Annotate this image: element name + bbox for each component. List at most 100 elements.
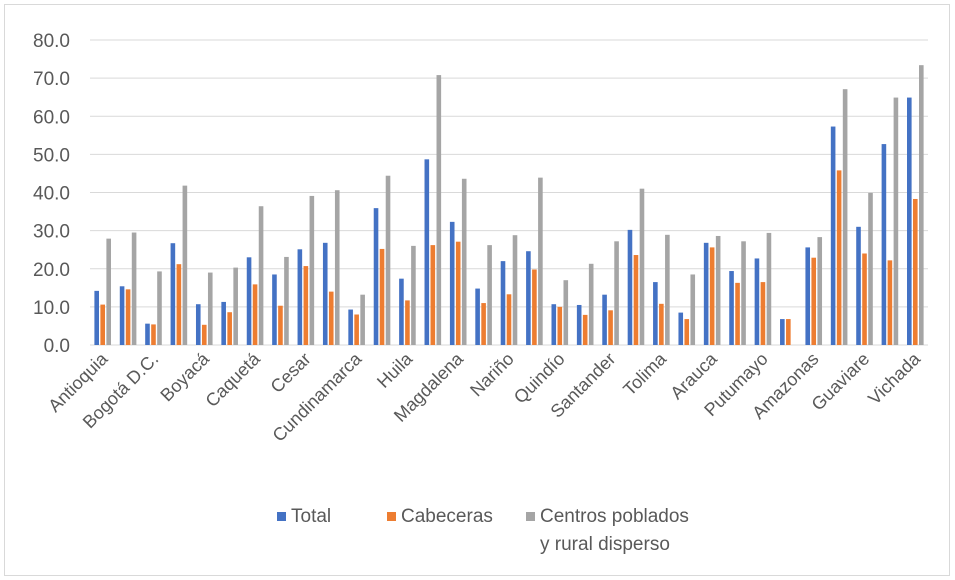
legend-swatch	[387, 512, 396, 521]
bar-total	[754, 258, 760, 345]
legend-label: Cabeceras	[401, 506, 493, 527]
bar-centros	[512, 235, 518, 345]
legend-swatch	[277, 512, 286, 521]
bar-cabeceras	[633, 255, 639, 345]
bar-centros	[411, 245, 416, 345]
bar-total	[246, 257, 252, 345]
bar-centros	[919, 65, 924, 345]
y-tick-label: 10.0	[33, 298, 70, 319]
y-tick-label: 60.0	[33, 107, 70, 128]
bar-centros	[741, 241, 746, 345]
bar-centros	[309, 195, 315, 345]
bar-centros	[817, 237, 823, 345]
y-tick-label: 20.0	[33, 260, 70, 281]
bar-total	[500, 261, 506, 345]
bar-total	[805, 247, 811, 345]
bar-cabeceras	[532, 269, 537, 345]
bar-cabeceras	[278, 305, 283, 345]
bar-cabeceras	[582, 314, 588, 345]
bar-centros	[715, 235, 721, 345]
bar-centros	[157, 271, 162, 345]
bar-total	[94, 290, 99, 345]
bar-total	[373, 208, 379, 345]
bar-cabeceras	[709, 247, 715, 345]
bar-centros	[106, 238, 111, 345]
bar-cabeceras	[887, 260, 893, 345]
bar-cabeceras	[735, 282, 740, 345]
bar-cabeceras	[811, 257, 817, 345]
bar-cabeceras	[379, 248, 385, 345]
bar-centros	[436, 75, 442, 345]
bar-cabeceras	[862, 253, 867, 345]
bar-total	[322, 242, 328, 345]
bar-cabeceras	[786, 319, 791, 345]
y-tick-label: 0.0	[44, 336, 70, 357]
bar-centros	[487, 245, 492, 345]
bar-total	[576, 304, 582, 345]
y-tick-label: 80.0	[33, 31, 70, 52]
bar-total	[526, 251, 531, 345]
bar-cabeceras	[201, 324, 207, 345]
bar-cabeceras	[760, 282, 766, 345]
bar-centros	[284, 256, 289, 345]
bar-total	[703, 242, 709, 345]
bar-total	[272, 274, 277, 345]
bar-total	[297, 249, 303, 345]
bar-cabeceras	[481, 303, 486, 345]
bar-cabeceras	[557, 306, 563, 345]
bar-cabeceras	[125, 289, 131, 345]
bar-centros	[842, 89, 848, 346]
bar-cabeceras	[328, 291, 334, 345]
legend-label: y rural disperso	[540, 534, 670, 555]
bar-cabeceras	[430, 245, 436, 345]
x-tick-label: Huila	[373, 348, 417, 392]
bar-centros	[182, 185, 188, 345]
bar-cabeceras	[659, 303, 664, 345]
legend-label: Total	[291, 506, 331, 527]
bar-total	[653, 282, 658, 345]
bar-centros	[233, 267, 238, 345]
bar-centros	[588, 263, 594, 345]
bar-cabeceras	[303, 266, 309, 345]
bar-total	[780, 319, 785, 345]
bar-total	[170, 243, 176, 345]
bar-total	[678, 312, 684, 345]
bar-cabeceras	[506, 294, 512, 345]
bar-total	[602, 294, 607, 345]
bar-total	[119, 286, 125, 345]
bar-total	[627, 229, 633, 345]
bar-total	[145, 323, 150, 345]
bar-centros	[385, 175, 391, 345]
bar-total	[881, 144, 887, 345]
bar-total	[907, 97, 912, 345]
bar-centros	[766, 232, 772, 345]
bar-centros	[258, 206, 264, 345]
bar-cabeceras	[100, 304, 105, 345]
bar-centros	[334, 190, 340, 345]
x-tick-label: Cesar	[267, 349, 315, 397]
bar-cabeceras	[836, 170, 842, 345]
bar-cabeceras	[684, 319, 690, 345]
x-tick-label: Tolima	[619, 348, 671, 400]
x-tick-label: Cundinamarca	[269, 348, 367, 446]
bar-cabeceras	[151, 324, 156, 345]
bar-centros	[207, 272, 213, 345]
bar-total	[221, 301, 226, 345]
bar-centros	[360, 294, 365, 345]
bar-total	[449, 221, 455, 345]
bar-centros	[893, 97, 899, 345]
legend-swatch	[526, 512, 535, 521]
bar-total	[424, 159, 430, 345]
bar-total	[856, 226, 861, 345]
x-tick-label: Caquetá	[202, 348, 265, 411]
bar-cabeceras	[455, 241, 461, 345]
y-tick-label: 30.0	[33, 222, 70, 243]
bar-centros	[131, 232, 137, 345]
bar-centros	[868, 192, 873, 345]
y-tick-label: 50.0	[33, 145, 70, 166]
bar-cabeceras	[405, 300, 410, 345]
bar-centros	[614, 241, 619, 345]
bar-total	[348, 309, 353, 345]
bar-centros	[665, 234, 670, 345]
